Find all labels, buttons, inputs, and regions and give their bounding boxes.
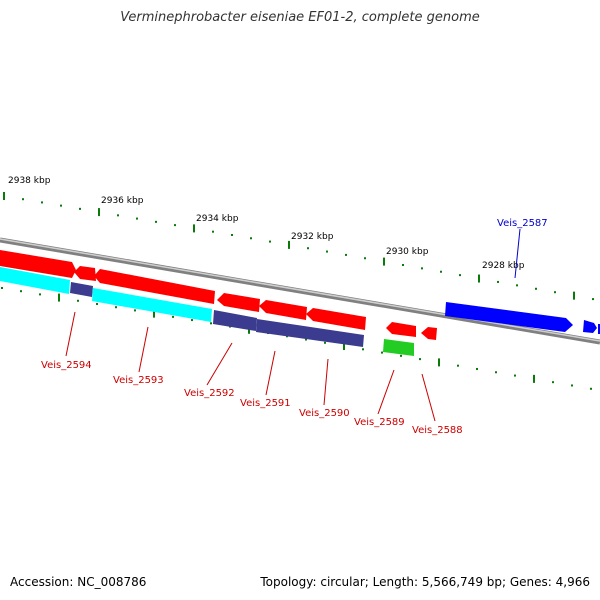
kbp-label: 2930 kbp xyxy=(386,247,429,257)
gene-label-veis-2592: Veis_2592 xyxy=(184,388,235,399)
gene-label-veis-2588: Veis_2588 xyxy=(412,425,463,436)
gene-block xyxy=(213,310,257,331)
gene-arrow xyxy=(306,308,366,330)
gene-arrow xyxy=(445,302,573,332)
forward-strand xyxy=(0,250,600,340)
gene-callouts xyxy=(65,311,436,422)
kbp-label: 2932 kbp xyxy=(291,232,334,242)
gene-block xyxy=(0,267,70,294)
gene-arrow xyxy=(217,293,260,312)
page-title: Verminephrobacter eiseniae EF01-2, compl… xyxy=(120,10,480,25)
gene-callout xyxy=(514,228,521,279)
gene-label-veis-2590: Veis_2590 xyxy=(299,408,350,419)
gene-block xyxy=(256,319,364,347)
kbp-label: 2938 kbp xyxy=(8,176,51,186)
gene-label-veis-2591: Veis_2591 xyxy=(240,398,291,409)
gene-arrow xyxy=(386,322,416,337)
gene-arrow xyxy=(259,300,307,320)
inner-tick-ring xyxy=(1,287,592,390)
topology-summary: Topology: circular; Length: 5,566,749 bp… xyxy=(260,575,590,589)
kbp-label: 2934 kbp xyxy=(196,214,239,224)
genome-backbone-highlight xyxy=(0,238,600,342)
gene-label-veis-2594: Veis_2594 xyxy=(41,360,92,371)
gene-block xyxy=(383,339,414,356)
gene-arrow xyxy=(74,266,96,281)
outer-tick-ring xyxy=(3,192,594,301)
reverse-strand xyxy=(0,267,414,356)
kbp-label: 2936 kbp xyxy=(101,196,144,206)
gene-label-veis-2589: Veis_2589 xyxy=(354,417,405,428)
accession-text: Accession: NC_008786 xyxy=(10,575,147,589)
gene-arrow xyxy=(583,320,597,333)
gene-arrow xyxy=(94,269,215,304)
gene-label-veis-2587: Veis_2587 xyxy=(497,218,548,229)
gene-label-veis-2593: Veis_2593 xyxy=(113,375,164,386)
gene-arrow xyxy=(421,327,437,340)
gene-arrow xyxy=(0,250,76,278)
gene-block xyxy=(70,282,93,297)
gene-block xyxy=(92,288,212,322)
kbp-label: 2928 kbp xyxy=(482,261,525,271)
